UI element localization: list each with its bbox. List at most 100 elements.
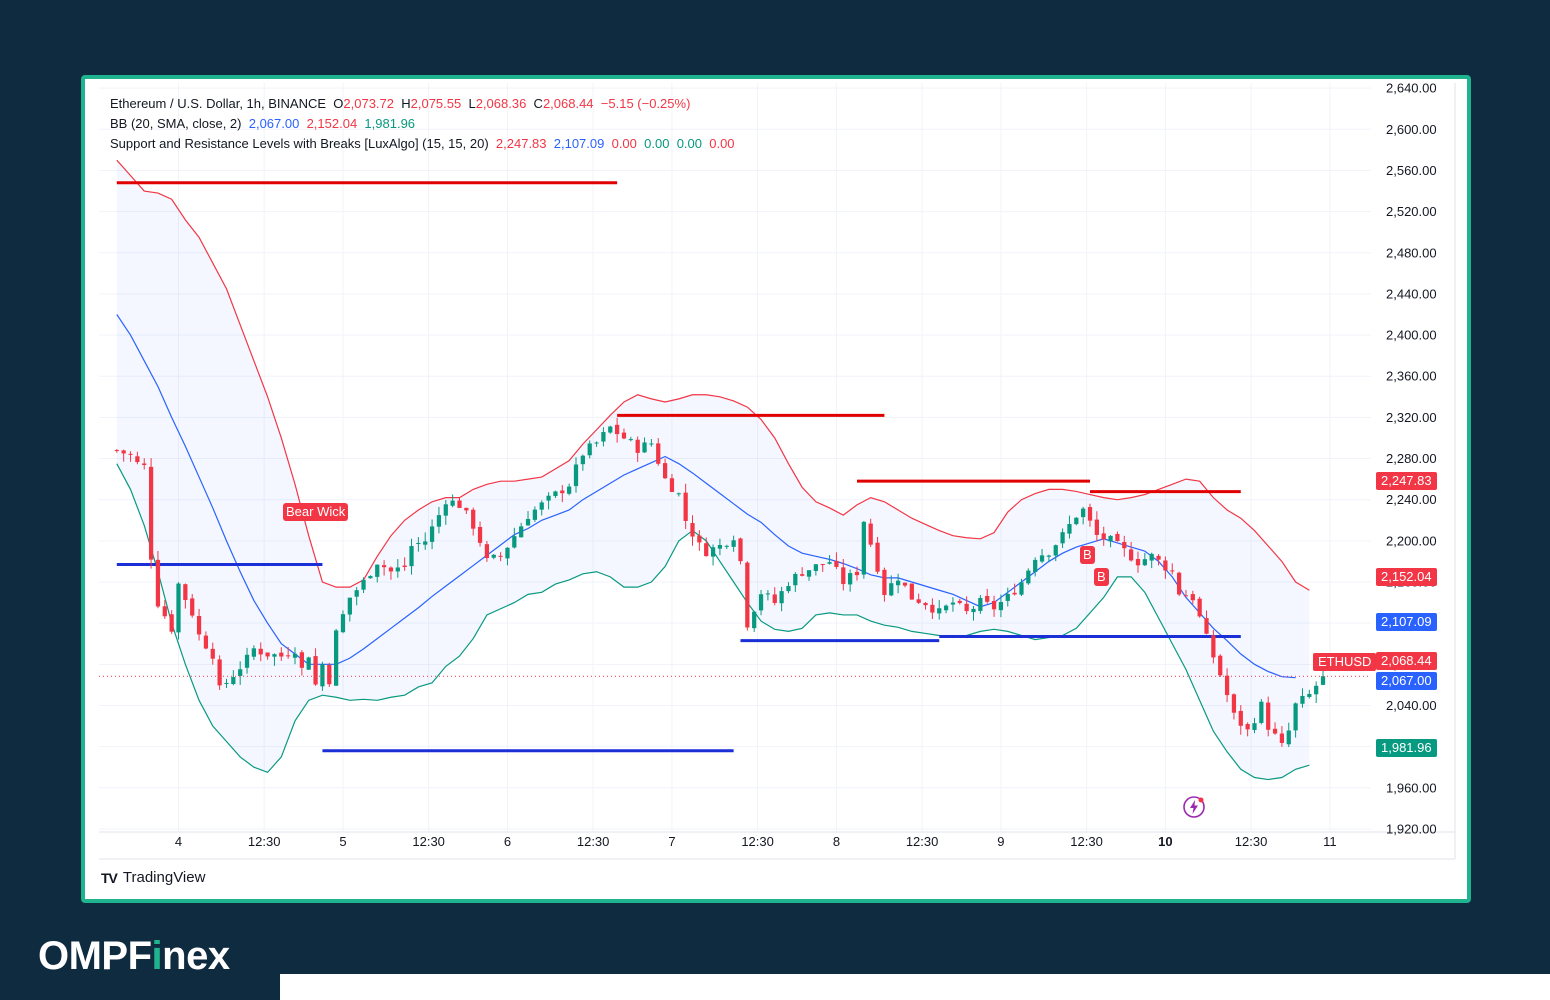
y-tick-label: 2,480.00 — [1386, 245, 1437, 260]
candle — [471, 507, 476, 536]
legend-sr-row[interactable]: Support and Resistance Levels with Break… — [110, 134, 735, 154]
candle — [450, 494, 455, 508]
y-tick-label: 2,200.00 — [1386, 533, 1437, 548]
candle-body — [196, 615, 202, 635]
candle-body — [971, 608, 976, 613]
candle — [560, 485, 565, 503]
y-tick-label: 2,400.00 — [1386, 328, 1437, 343]
candle — [1108, 535, 1113, 548]
candle — [752, 610, 757, 632]
candle — [334, 628, 339, 686]
y-tick-label: 2,520.00 — [1386, 204, 1437, 219]
ohlc-h-label: H — [401, 96, 411, 111]
candle-body — [224, 682, 229, 684]
candle-body — [731, 540, 736, 547]
footer-bar — [280, 974, 1550, 1000]
candle — [594, 441, 599, 447]
chart-legend: Ethereum / U.S. Dollar, 1h, BINANCE O2,0… — [110, 94, 735, 154]
candle — [1129, 541, 1134, 562]
candle — [1190, 590, 1195, 604]
candle — [937, 600, 942, 620]
candle — [567, 483, 572, 496]
candle-body — [1314, 685, 1319, 695]
candle — [690, 515, 695, 546]
candle-body — [1094, 519, 1099, 535]
candle-body — [745, 562, 750, 628]
candle — [628, 436, 633, 442]
candle-body — [985, 595, 990, 602]
candle — [1245, 722, 1250, 737]
bb-lower-value: 1,981.96 — [364, 116, 416, 131]
candle — [1259, 699, 1264, 725]
candle — [573, 457, 579, 493]
candle — [758, 589, 764, 616]
candle — [834, 552, 839, 570]
chart-canvas[interactable]: 1,920.001,960.002,000.002,040.002,080.00… — [85, 79, 1467, 899]
candle-body — [813, 564, 818, 571]
candle — [642, 437, 647, 453]
candle — [868, 518, 873, 547]
candle-body — [656, 443, 661, 464]
candle — [902, 582, 908, 588]
candle — [238, 661, 243, 685]
candle — [635, 436, 640, 462]
candle-body — [251, 648, 257, 657]
candle — [704, 537, 709, 557]
bb-band-fill — [116, 160, 1310, 780]
legend-bb-row[interactable]: BB (20, SMA, close, 2) 2,067.00 2,152.04… — [110, 114, 735, 134]
candle-body — [512, 536, 517, 548]
candle — [477, 521, 483, 547]
candle — [1170, 563, 1175, 575]
candle-body — [1122, 541, 1127, 549]
sr-support-value: 2,107.09 — [553, 136, 605, 151]
bear-wick-label[interactable]: Bear Wick — [283, 503, 349, 521]
price-tag-resistance: 2,247.83 — [1376, 472, 1437, 490]
candle-body — [416, 542, 421, 545]
candle — [923, 602, 928, 610]
candle — [964, 596, 969, 615]
candle-body — [142, 463, 147, 466]
y-tick-label: 1,920.00 — [1386, 821, 1437, 836]
candle — [978, 595, 983, 614]
candle-body — [1067, 524, 1072, 534]
candle — [1300, 688, 1305, 708]
candle — [553, 490, 558, 499]
candle-body — [1060, 532, 1065, 544]
candle — [1039, 548, 1045, 564]
candle-body — [1046, 555, 1052, 557]
candle-body — [738, 538, 743, 562]
candle — [1286, 722, 1291, 747]
candle — [656, 438, 661, 466]
candle — [354, 587, 359, 606]
candle-body — [340, 614, 346, 633]
candle — [217, 655, 222, 690]
candle — [1231, 693, 1237, 720]
candle — [786, 582, 791, 594]
candle-body — [875, 542, 880, 572]
candle-body — [1115, 533, 1120, 542]
candle — [464, 507, 469, 515]
candle-body — [1081, 508, 1086, 518]
candle — [244, 647, 250, 674]
y-tick-label: 1,960.00 — [1386, 780, 1437, 795]
tradingview-logo[interactable]: TV TradingView — [101, 869, 205, 886]
legend-symbol-row[interactable]: Ethereum / U.S. Dollar, 1h, BINANCE O2,0… — [110, 94, 735, 114]
candle — [1142, 552, 1147, 567]
candle — [286, 647, 291, 659]
candle-body — [861, 521, 866, 575]
candle — [1279, 726, 1285, 747]
candle-body — [238, 669, 243, 676]
candle — [950, 597, 956, 612]
candle-body — [1033, 559, 1038, 572]
lightning-icon[interactable] — [1183, 796, 1205, 818]
candle-body — [450, 500, 455, 506]
candle — [279, 647, 284, 661]
candle-body — [573, 464, 579, 487]
break-label-1[interactable]: B — [1080, 546, 1095, 564]
break-label-2[interactable]: B — [1094, 568, 1109, 586]
candle-body — [381, 565, 387, 568]
candle — [436, 506, 442, 534]
candle-body — [464, 507, 469, 511]
candle-body — [827, 562, 832, 564]
x-tick-label: 8 — [833, 834, 840, 849]
